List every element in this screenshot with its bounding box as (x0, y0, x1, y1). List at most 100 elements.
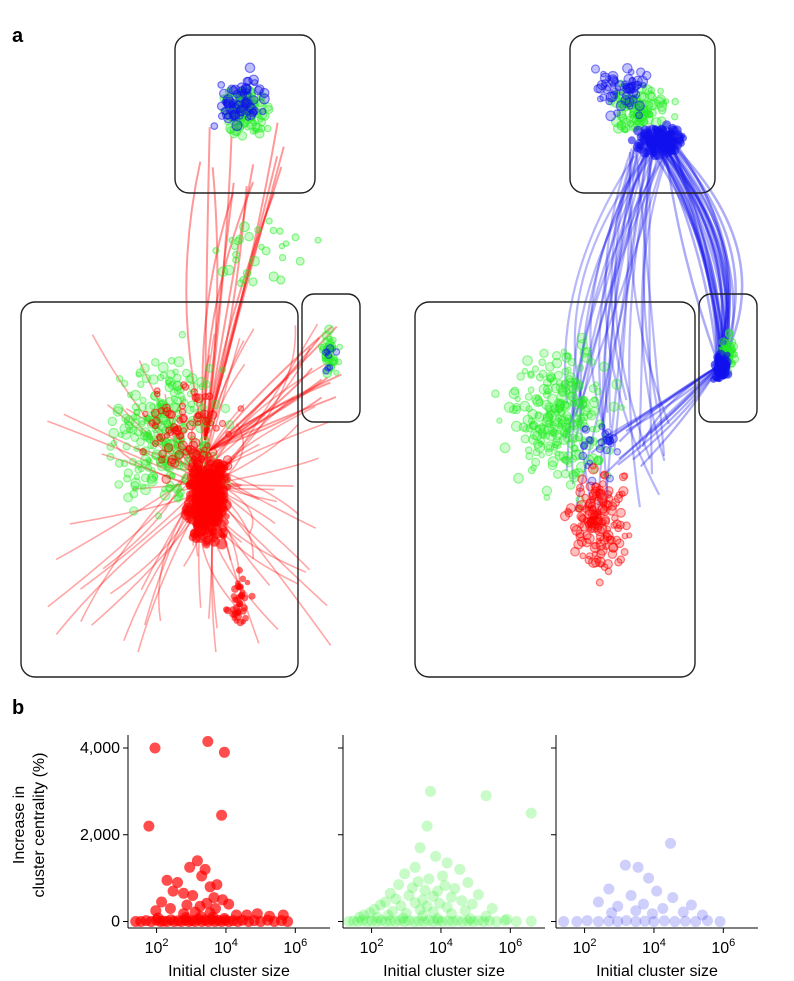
network-node (107, 416, 118, 427)
network-edge (604, 148, 661, 496)
data-point (375, 915, 387, 927)
cluster-box-left-main (20, 301, 299, 678)
network-node (496, 417, 503, 424)
network-node (145, 457, 152, 464)
network-node (611, 498, 621, 507)
network-node (314, 236, 322, 244)
network-node (141, 373, 151, 384)
network-node (560, 400, 571, 412)
network-node (193, 393, 204, 404)
network-node (201, 446, 208, 453)
network-node (106, 442, 115, 451)
data-point (390, 893, 402, 905)
network-node (187, 400, 196, 408)
network-node (235, 234, 245, 244)
network-node (561, 422, 572, 433)
network-node (192, 449, 202, 459)
network-node (106, 452, 115, 461)
data-point (436, 916, 448, 927)
network-node (166, 484, 175, 493)
network-node (164, 376, 174, 385)
network-node (144, 464, 153, 472)
network-node (140, 431, 150, 441)
network-edge (209, 325, 333, 451)
network-edge (203, 181, 255, 441)
network-node (596, 419, 604, 427)
network-node (552, 469, 563, 479)
network-node (636, 141, 645, 151)
network-node (576, 339, 589, 351)
network-node (198, 512, 208, 521)
network-node (123, 474, 132, 483)
network-node (148, 471, 159, 482)
network-node (193, 474, 203, 484)
network-node (233, 100, 244, 111)
x-tick-label: 106 (498, 937, 522, 957)
network-edge (209, 337, 321, 451)
network-node (570, 546, 580, 557)
network-node (574, 398, 583, 408)
data-point (464, 913, 476, 925)
network-node (140, 484, 152, 496)
network-node (570, 449, 583, 461)
network-node (555, 383, 565, 393)
data-point (620, 915, 632, 927)
network-node (568, 469, 579, 480)
x-tick-label: 102 (573, 937, 597, 957)
network-node (204, 469, 216, 481)
network-edge (602, 364, 721, 477)
network-node (546, 373, 556, 383)
network-node (543, 423, 555, 435)
data-point (425, 785, 436, 797)
network-node (570, 382, 579, 391)
network-node (546, 393, 558, 405)
network-node (591, 557, 601, 568)
network-node (605, 75, 612, 82)
network-node (549, 415, 561, 427)
network-node (126, 426, 134, 434)
network-node (557, 408, 566, 417)
data-point (665, 837, 676, 849)
network-node (508, 405, 518, 415)
network-edge (595, 364, 721, 443)
network-edge (571, 140, 675, 485)
network-edge (204, 192, 275, 441)
network-node (204, 442, 211, 449)
network-graph-left (47, 62, 344, 653)
network-node (553, 370, 564, 380)
data-point (472, 889, 484, 901)
network-node (527, 417, 536, 425)
network-node (565, 425, 573, 434)
network-node (558, 451, 569, 462)
network-node (562, 411, 572, 420)
network-node (568, 471, 580, 483)
network-node (198, 382, 206, 391)
network-node (176, 488, 185, 497)
network-node (579, 347, 590, 358)
network-edge (657, 132, 725, 365)
data-point (685, 899, 697, 911)
network-node (591, 520, 600, 529)
network-node (724, 328, 734, 337)
network-edge (641, 364, 721, 448)
data-point (181, 899, 193, 911)
network-node (602, 558, 613, 569)
network-node (181, 505, 192, 515)
data-point (454, 863, 466, 875)
network-edge (661, 139, 724, 361)
network-node (583, 440, 594, 451)
data-point (658, 915, 670, 927)
network-node (503, 401, 515, 413)
data-point (441, 857, 453, 869)
network-node (217, 527, 228, 539)
network-node (607, 549, 618, 559)
network-node (581, 425, 591, 434)
network-edge (209, 373, 342, 451)
network-node (561, 367, 570, 376)
data-point (417, 894, 429, 906)
network-node (534, 412, 545, 422)
network-node (244, 231, 254, 242)
network-node (552, 429, 563, 441)
cluster-box-left-side (301, 293, 361, 423)
network-node (223, 455, 233, 465)
